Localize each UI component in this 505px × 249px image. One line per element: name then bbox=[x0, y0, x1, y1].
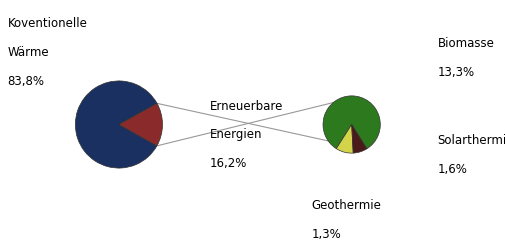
Wedge shape bbox=[75, 81, 157, 168]
Text: 16,2%: 16,2% bbox=[210, 157, 247, 170]
Text: 83,8%: 83,8% bbox=[8, 75, 44, 88]
Text: Erneuerbare: Erneuerbare bbox=[210, 100, 283, 113]
Wedge shape bbox=[119, 103, 162, 146]
Text: Biomasse: Biomasse bbox=[437, 37, 493, 50]
Text: 13,3%: 13,3% bbox=[437, 66, 474, 79]
Text: 1,6%: 1,6% bbox=[437, 163, 467, 176]
Text: Solarthermie: Solarthermie bbox=[437, 134, 505, 147]
Wedge shape bbox=[351, 124, 366, 153]
Wedge shape bbox=[336, 124, 352, 153]
Wedge shape bbox=[322, 96, 380, 149]
Text: Koventionelle: Koventionelle bbox=[8, 17, 87, 30]
Text: Wärme: Wärme bbox=[8, 46, 49, 59]
Text: Energien: Energien bbox=[210, 128, 262, 141]
Text: 1,3%: 1,3% bbox=[311, 228, 340, 241]
Text: Geothermie: Geothermie bbox=[311, 199, 380, 212]
